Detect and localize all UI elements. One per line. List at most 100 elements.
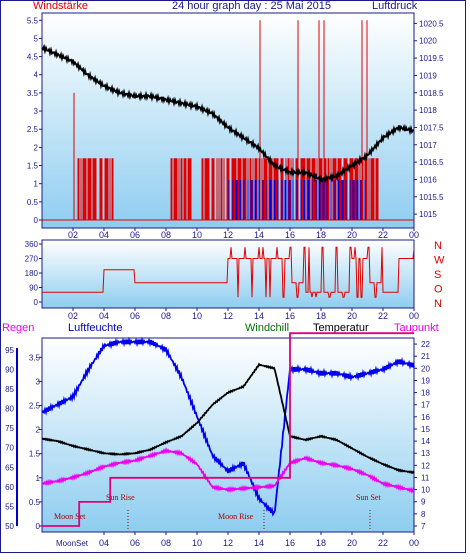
p2-x-tick-label: 14 — [254, 311, 264, 321]
humidity-tick-label: 85 — [5, 385, 14, 394]
p1-x-tick-label: 00 — [409, 230, 419, 240]
p3-x-tick-label: 22 — [378, 538, 388, 548]
annotation-sunrise: Sun Rise — [106, 493, 135, 502]
wind-tick-label: 5 — [34, 34, 39, 43]
humidity-tick-label: 65 — [5, 463, 14, 472]
humidity-line — [41, 336, 415, 517]
humidity-tick-label: 80 — [5, 405, 14, 414]
annotation-sunset: Sun Set — [356, 493, 381, 502]
regen-tick-label: 3.5 — [29, 353, 41, 362]
left-axis-label: Windstärke — [33, 0, 88, 12]
compass-label: N — [434, 298, 442, 310]
wind-tick-label: 2 — [34, 143, 39, 152]
p3-x-tick-label: 10 — [192, 538, 202, 548]
p3-x-tick-label: 18 — [316, 538, 326, 548]
panel-climate — [41, 337, 415, 533]
wind-tick-label: 2.5 — [27, 125, 39, 134]
p3-x-tick-label: 08 — [161, 538, 171, 548]
temp-tick-label: 13 — [421, 449, 430, 458]
regen-tick-label: 1.5 — [29, 450, 41, 459]
temp-tick-label: 16 — [421, 413, 430, 422]
p3-x-tick-label: 12 — [223, 538, 233, 548]
annotation-moonset-axis: MoonSet — [56, 539, 89, 548]
annotation-moonset: Moon Set — [54, 512, 86, 521]
wind-tick-label: 4 — [34, 71, 39, 80]
p1-x-tick-label: 10 — [192, 230, 202, 240]
temp-tick-label: 18 — [421, 389, 430, 398]
compass-label: N — [434, 240, 442, 252]
temp-tick-label: 14 — [421, 437, 430, 446]
p1-x-tick-label: 20 — [347, 230, 357, 240]
p3-x-tick-label: 04 — [99, 538, 109, 548]
label-temperatur: Temperatur — [313, 322, 369, 334]
pressure-tick-label: 1020.5 — [419, 19, 444, 28]
pressure-tick-label: 1015 — [419, 210, 437, 219]
p3-x-tick-label: 00 — [409, 538, 419, 548]
label-regen: Regen — [2, 322, 34, 334]
temp-tick-label: 10 — [421, 486, 430, 495]
wind-tick-label: 0 — [34, 216, 39, 225]
p1-x-tick-label: 06 — [130, 230, 140, 240]
wind-tick-label: 3 — [34, 107, 39, 116]
temp-tick-label: 12 — [421, 461, 430, 470]
p2-x-tick-label: 12 — [223, 311, 233, 321]
p3-x-tick-label: 16 — [285, 538, 295, 548]
wind-bars — [73, 20, 379, 220]
temp-tick-label: 11 — [421, 473, 430, 482]
graph-title: 24 hour graph day : 25 Mai 2015 — [172, 0, 331, 12]
temp-tick-label: 8 — [421, 510, 426, 519]
temp-tick-label: 7 — [421, 522, 426, 531]
p2-x-tick-label: 16 — [285, 311, 295, 321]
p1-x-tick-label: 22 — [378, 230, 388, 240]
dewpoint-line — [41, 447, 415, 494]
pressure-tick-label: 1018 — [419, 106, 437, 115]
temp-tick-label: 9 — [421, 498, 426, 507]
label-taupunkt: Taupunkt — [394, 322, 439, 334]
p1-x-tick-label: 02 — [68, 230, 78, 240]
dir-tick-label: 90 — [29, 284, 38, 293]
rain-line — [42, 332, 414, 527]
p1-x-tick-label: 12 — [223, 230, 233, 240]
right-axis-label: Luftdruck — [372, 0, 418, 12]
label-windchill: Windchill — [245, 322, 289, 334]
p2-x-tick-label: 22 — [378, 311, 388, 321]
wind-tick-label: 1 — [34, 180, 39, 189]
wind-tick-label: 0.5 — [27, 198, 39, 207]
humidity-tick-label: 60 — [5, 483, 14, 492]
temp-tick-label: 22 — [421, 340, 430, 349]
p2-x-tick-label: 08 — [161, 311, 171, 321]
dir-tick-label: 270 — [25, 255, 39, 264]
p2-x-tick-label: 20 — [347, 311, 357, 321]
humidity-tick-label: 55 — [5, 502, 14, 511]
p2-x-tick-label: 04 — [99, 311, 109, 321]
pressure-tick-label: 1019.5 — [419, 54, 444, 63]
p1-x-tick-label: 04 — [99, 230, 109, 240]
chart-marks: 00.511.522.533.544.555.510151015.5101610… — [5, 16, 445, 548]
p2-x-tick-label: 00 — [409, 311, 419, 321]
gust-bars — [228, 180, 366, 220]
dir-tick-label: 360 — [25, 240, 39, 249]
p3-x-tick-label: 20 — [347, 538, 357, 548]
temp-tick-label: 17 — [421, 401, 430, 410]
wind-tick-label: 4.5 — [27, 53, 39, 62]
humidity-tick-label: 50 — [5, 522, 14, 531]
wind-tick-label: 5.5 — [27, 16, 39, 25]
regen-tick-label: 0 — [36, 522, 41, 531]
regen-tick-label: 1 — [36, 474, 41, 483]
pressure-tick-label: 1015.5 — [419, 193, 444, 202]
humidity-tick-label: 70 — [5, 444, 14, 453]
pressure-tick-label: 1020 — [419, 37, 437, 46]
temp-tick-label: 21 — [421, 352, 430, 361]
compass-label: W — [434, 255, 445, 267]
wind-tick-label: 1.5 — [27, 162, 39, 171]
humidity-tick-label: 75 — [5, 424, 14, 433]
pressure-tick-label: 1018.5 — [419, 89, 444, 98]
regen-tick-label: 2 — [36, 426, 41, 435]
pressure-line — [41, 43, 415, 185]
compass-label: S — [434, 269, 441, 281]
dir-tick-label: 0 — [34, 298, 39, 307]
wind-tick-label: 3.5 — [27, 89, 39, 98]
dir-tick-label: 180 — [25, 269, 39, 278]
